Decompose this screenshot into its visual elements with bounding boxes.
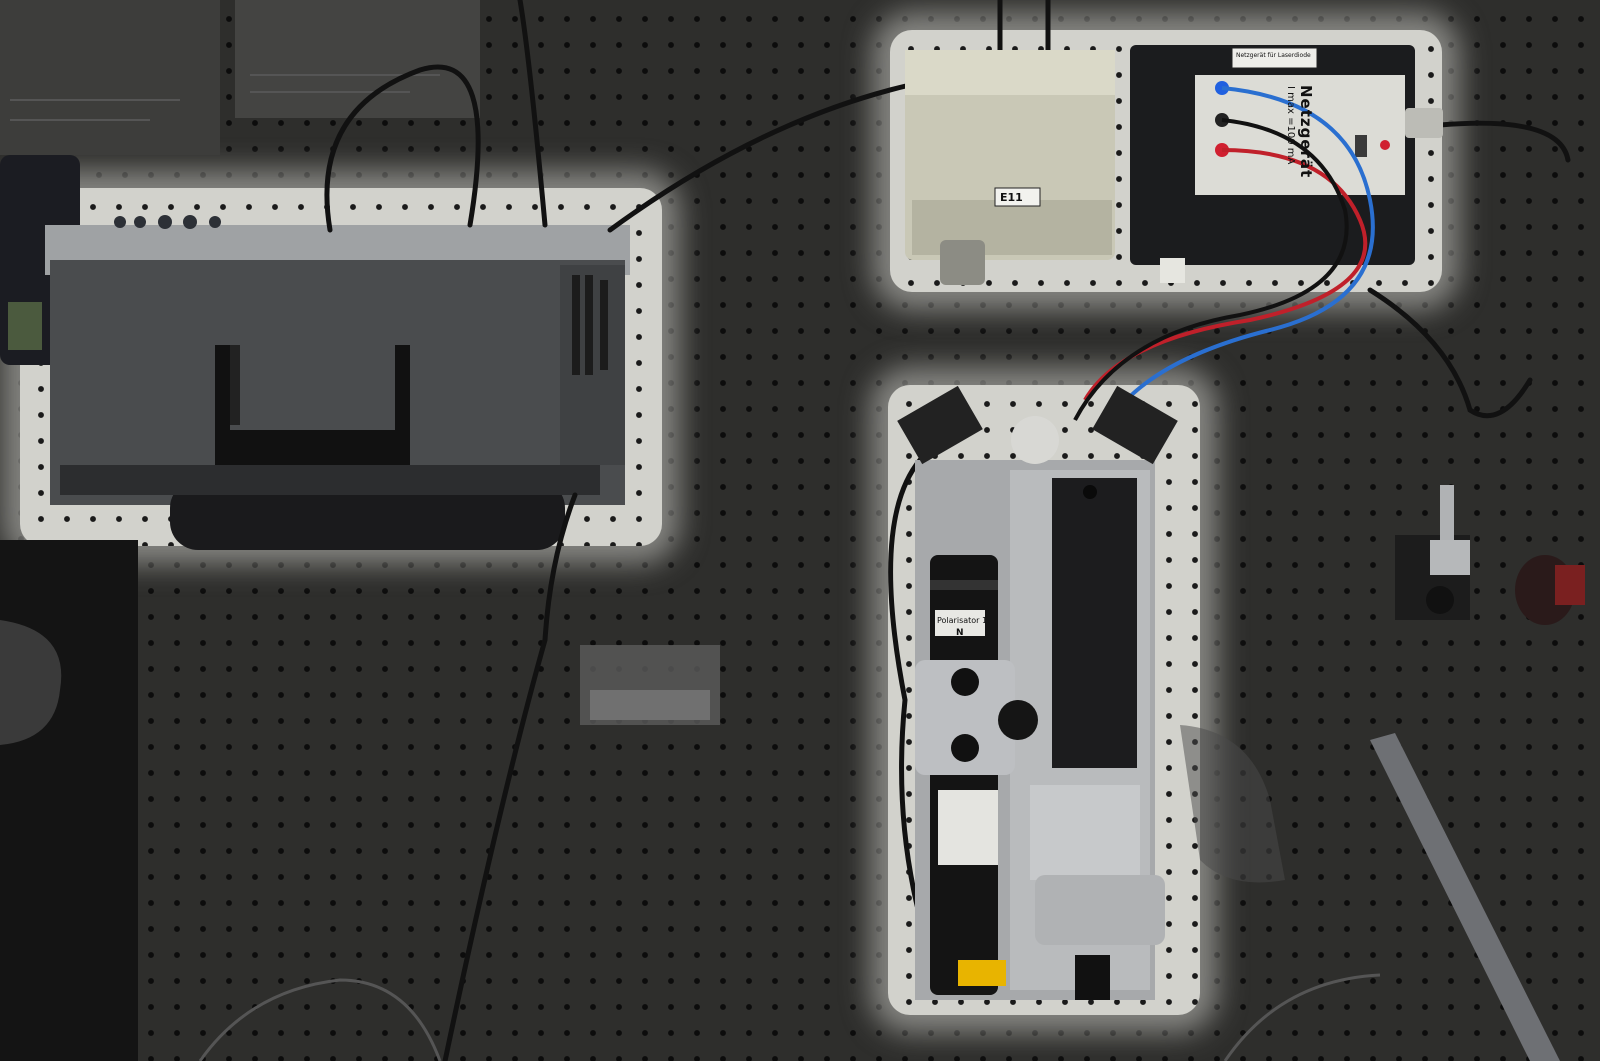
oscilloscope xyxy=(45,215,630,550)
paper-sheets xyxy=(0,0,480,155)
signal-box xyxy=(905,50,1115,285)
laser-tag-n: N xyxy=(956,628,964,638)
laser-tag-polarisator: Polarisator 1 xyxy=(937,616,988,625)
sample-bag xyxy=(1180,725,1285,883)
computer-mouse xyxy=(0,620,62,745)
laser-rail xyxy=(897,385,1178,1000)
card-holder xyxy=(580,645,720,725)
optics-mount xyxy=(1395,485,1585,625)
power-supply-title: Netzgerät xyxy=(1297,85,1315,179)
power-supply-rating: I max =100 mA xyxy=(1285,86,1296,165)
dark-panel xyxy=(0,540,138,1061)
ruler xyxy=(1370,733,1560,1061)
signal-box-label: E11 xyxy=(1000,191,1023,204)
power-supply-header-note: Netzgerät für Laserdiode xyxy=(1236,52,1311,59)
